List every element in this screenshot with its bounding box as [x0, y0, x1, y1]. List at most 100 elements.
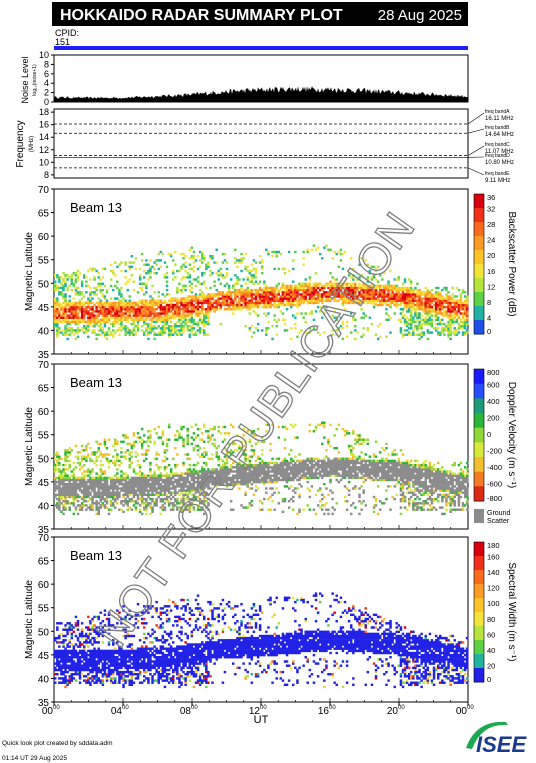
data-cell — [205, 491, 208, 494]
data-cell — [254, 291, 258, 294]
data-cell — [174, 504, 177, 507]
data-cell — [93, 478, 96, 482]
data-cell — [329, 286, 332, 290]
data-cell — [203, 295, 206, 298]
data-cell — [60, 316, 63, 319]
data-cell — [281, 301, 285, 305]
data-cell — [401, 308, 405, 311]
data-cell — [91, 483, 94, 486]
data-cell — [331, 314, 334, 317]
data-cell — [60, 480, 63, 484]
data-cell — [221, 472, 225, 475]
data-cell — [269, 461, 272, 465]
data-cell — [393, 312, 396, 315]
data-cell — [124, 457, 127, 461]
data-cell — [207, 318, 210, 322]
data-cell — [159, 474, 163, 477]
data-cell — [385, 299, 388, 302]
data-cell — [157, 476, 160, 480]
data-cell — [116, 493, 119, 497]
data-cell — [130, 301, 134, 305]
data-cell — [265, 461, 268, 465]
data-cell — [285, 295, 289, 298]
data-cell — [271, 500, 274, 503]
data-cell — [120, 483, 123, 486]
data-cell — [339, 295, 343, 298]
data-cell — [91, 291, 94, 294]
data-cell — [132, 329, 136, 332]
data-cell — [60, 472, 63, 475]
data-cell — [54, 504, 57, 507]
data-cell — [215, 305, 218, 309]
data-cell — [103, 305, 107, 309]
data-cell — [364, 293, 367, 296]
data-cell — [242, 305, 245, 309]
data-cell — [176, 500, 179, 503]
data-cell — [76, 476, 80, 480]
data-cell — [186, 457, 189, 461]
frequency-band-leader — [467, 112, 485, 125]
data-cell — [298, 508, 301, 511]
data-cell — [124, 312, 127, 315]
data-cell — [89, 485, 92, 488]
data-cell — [107, 495, 111, 499]
data-cell — [62, 312, 65, 315]
data-cell — [167, 333, 171, 336]
data-cell — [285, 308, 289, 311]
data-cell — [304, 297, 307, 300]
data-cell — [80, 449, 84, 452]
data-cell — [232, 476, 235, 480]
data-cell — [130, 444, 134, 448]
data-cell — [99, 485, 102, 488]
data-cell — [287, 288, 291, 292]
data-cell — [285, 291, 289, 294]
data-cell — [174, 325, 177, 328]
data-cell — [225, 472, 229, 475]
data-cell — [72, 282, 76, 286]
data-cell — [236, 434, 239, 437]
data-cell — [290, 423, 293, 427]
data-cell — [370, 278, 374, 281]
data-cell — [145, 305, 148, 309]
data-cell — [234, 449, 237, 452]
data-cell — [128, 485, 131, 488]
data-cell — [194, 476, 198, 480]
data-cell — [95, 440, 98, 444]
data-cell — [389, 288, 392, 292]
data-cell — [283, 329, 287, 332]
data-cell — [130, 308, 134, 311]
data-cell — [341, 291, 345, 294]
data-cell — [219, 470, 223, 473]
data-cell — [140, 310, 144, 313]
data-cell — [99, 506, 102, 509]
data-cell — [87, 489, 90, 492]
data-cell — [201, 485, 204, 488]
data-cell — [176, 480, 179, 484]
data-cell — [105, 291, 109, 294]
data-cell — [93, 267, 96, 271]
data-cell — [172, 483, 175, 486]
data-cell — [105, 310, 109, 313]
data-cell — [103, 442, 107, 446]
data-cell — [242, 483, 245, 486]
data-cell — [219, 274, 223, 277]
data-cell — [140, 314, 144, 317]
data-cell — [414, 333, 417, 336]
data-cell — [304, 291, 307, 294]
data-cell — [221, 252, 225, 256]
data-cell — [242, 293, 245, 296]
data-cell — [190, 299, 194, 302]
data-cell — [60, 483, 63, 486]
data-cell — [457, 301, 461, 305]
data-cell — [99, 301, 102, 305]
data-cell — [159, 329, 163, 332]
data-cell — [85, 489, 88, 492]
data-cell — [196, 504, 200, 507]
data-cell — [72, 502, 76, 505]
data-cell — [194, 314, 198, 317]
data-cell — [234, 483, 237, 486]
data-cell — [87, 470, 90, 473]
data-cell — [126, 288, 129, 292]
data-cell — [205, 314, 208, 317]
data-cell — [227, 442, 231, 446]
